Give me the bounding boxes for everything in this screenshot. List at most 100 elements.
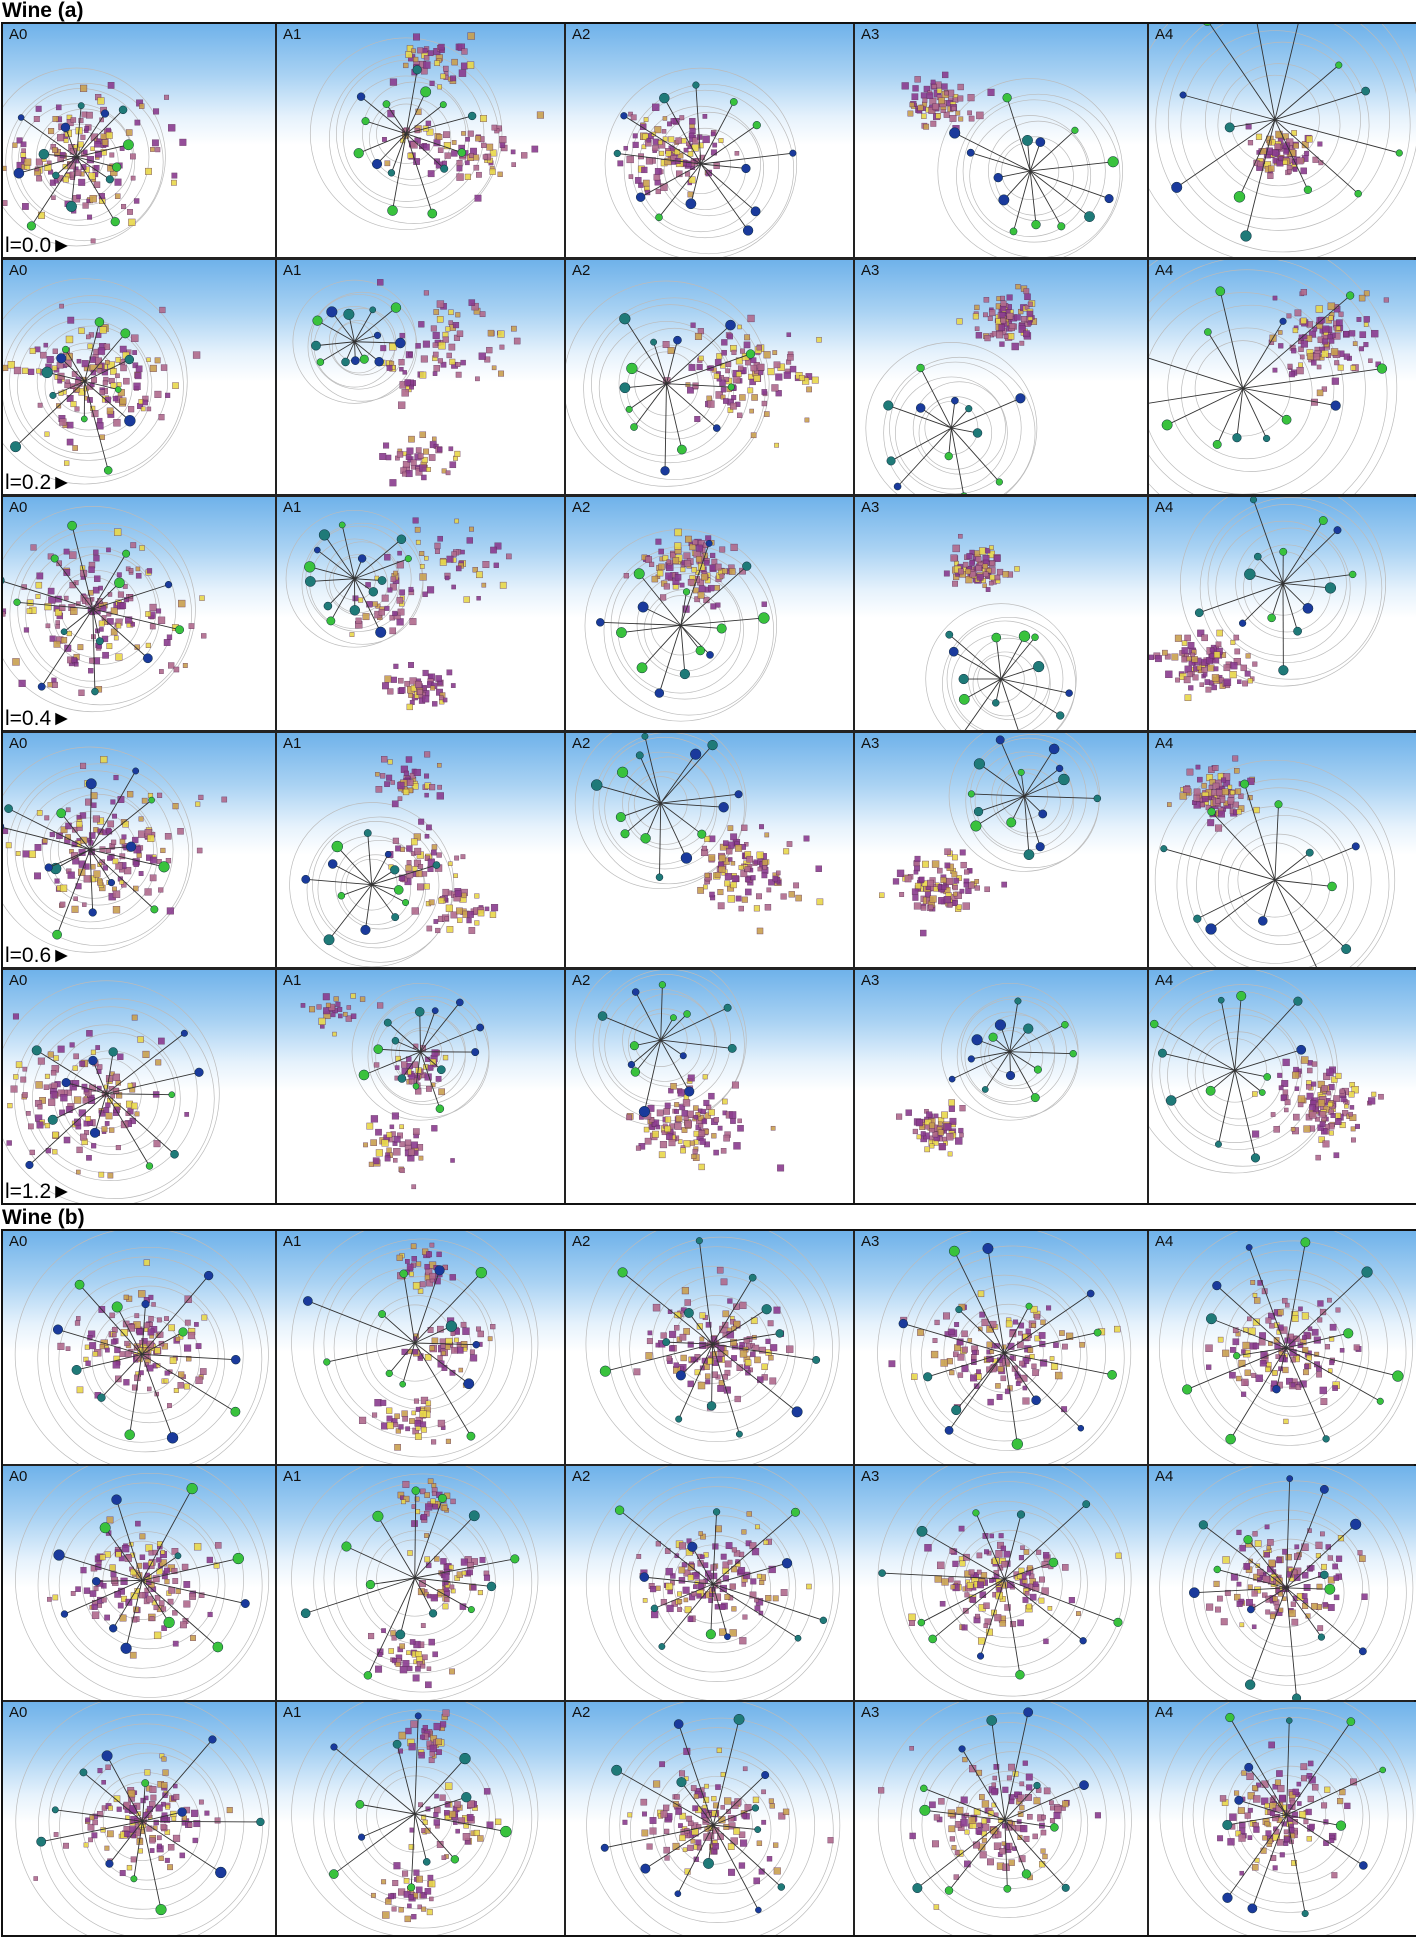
- data-point: [652, 144, 659, 152]
- data-point: [115, 373, 120, 379]
- anchor-axis: [1274, 119, 1359, 195]
- data-point: [1233, 634, 1240, 641]
- data-point: [343, 1011, 348, 1017]
- data-point: [186, 1355, 192, 1362]
- data-point: [36, 572, 44, 580]
- data-point: [149, 603, 157, 611]
- anchor-point: [679, 668, 690, 679]
- data-point: [398, 874, 406, 882]
- data-point: [466, 537, 473, 544]
- anchor-axis: [58, 1554, 143, 1582]
- panel-label: A2: [572, 26, 591, 43]
- data-point: [1327, 334, 1333, 340]
- data-point: [154, 1347, 161, 1354]
- data-point: [658, 1150, 666, 1158]
- anchor-point: [1392, 1370, 1404, 1382]
- data-point: [470, 1585, 477, 1591]
- data-point: [37, 1103, 43, 1109]
- data-point: [427, 50, 434, 56]
- anchor-axis: [995, 637, 1002, 679]
- data-point: [499, 345, 505, 351]
- data-point: [112, 890, 121, 899]
- anchor-axis: [96, 1580, 143, 1583]
- data-point: [628, 174, 634, 179]
- panel-label: A1: [283, 26, 302, 43]
- data-point: [74, 169, 82, 176]
- data-point: [1013, 1319, 1019, 1325]
- data-point: [428, 1639, 435, 1646]
- anchor-point: [695, 645, 705, 656]
- anchor-axis: [1220, 999, 1236, 1071]
- data-point: [738, 906, 744, 912]
- data-point: [101, 369, 109, 376]
- anchor-axis: [666, 325, 731, 385]
- anchor-axis: [1003, 1352, 1018, 1445]
- data-point: [12, 142, 18, 148]
- data-point: [917, 104, 924, 111]
- data-point: [983, 297, 990, 303]
- anchor-axis: [1182, 94, 1276, 121]
- data-point: [773, 1306, 781, 1314]
- anchor-point: [1318, 515, 1328, 525]
- panel-label: A3: [861, 971, 880, 989]
- anchor-point: [71, 1364, 82, 1375]
- data-point: [110, 1339, 117, 1345]
- data-point: [22, 203, 29, 210]
- anchor-axis: [955, 1352, 1005, 1411]
- data-point: [119, 346, 127, 354]
- data-point: [750, 365, 757, 372]
- data-point: [473, 154, 480, 161]
- data-point: [139, 1339, 144, 1345]
- reference-circle: [574, 733, 747, 890]
- data-point: [436, 688, 443, 696]
- data-point: [1018, 1330, 1023, 1336]
- data-point: [1211, 674, 1220, 682]
- anchor-axis: [700, 152, 793, 165]
- data-point: [398, 677, 404, 684]
- data-point: [400, 847, 405, 853]
- data-point: [683, 147, 689, 153]
- scatter-plot: [3, 278, 201, 485]
- data-point: [381, 756, 388, 763]
- anchor-point: [951, 397, 959, 405]
- reference-circle: [42, 794, 154, 906]
- data-point: [73, 1118, 81, 1126]
- anchor-axis: [363, 1050, 421, 1075]
- data-point: [764, 832, 770, 838]
- data-point: [1350, 365, 1356, 371]
- data-point: [899, 892, 905, 898]
- data-point: [391, 800, 399, 808]
- reference-circle: [1176, 778, 1390, 967]
- reference-circle: [574, 969, 747, 1126]
- data-point: [105, 360, 110, 365]
- projection-panel: A2: [566, 733, 853, 967]
- data-point: [107, 82, 115, 89]
- anchor-point: [232, 1553, 244, 1565]
- data-point: [1303, 1125, 1311, 1133]
- data-point: [647, 1330, 653, 1336]
- data-point: [896, 1113, 903, 1120]
- data-point: [701, 573, 708, 581]
- data-point: [402, 1416, 408, 1422]
- anchor-point: [100, 109, 110, 118]
- projection-panel: A1: [277, 969, 564, 1203]
- data-point: [390, 576, 397, 582]
- anchor-axis: [1003, 170, 1031, 201]
- anchor-point: [395, 338, 406, 349]
- anchor-point: [619, 313, 631, 325]
- anchor-point: [377, 575, 387, 585]
- wine-b-grid: A0 A1 A2 A3 A4 A0 A1 A2 A3 A4 A0 A1 A2 A3 A4: [1, 1229, 1416, 1937]
- anchor-axis: [1207, 332, 1244, 389]
- data-point: [399, 367, 404, 372]
- data-point: [70, 607, 78, 615]
- data-point: [958, 116, 964, 122]
- anchor-axis: [1166, 388, 1243, 426]
- data-point: [155, 147, 161, 153]
- anchor-axis: [89, 783, 92, 850]
- data-point: [70, 117, 77, 123]
- data-point: [414, 1433, 422, 1440]
- data-point: [1031, 1323, 1036, 1328]
- data-point: [666, 1605, 674, 1613]
- reference-circle: [1155, 24, 1411, 253]
- data-point: [1319, 1110, 1326, 1118]
